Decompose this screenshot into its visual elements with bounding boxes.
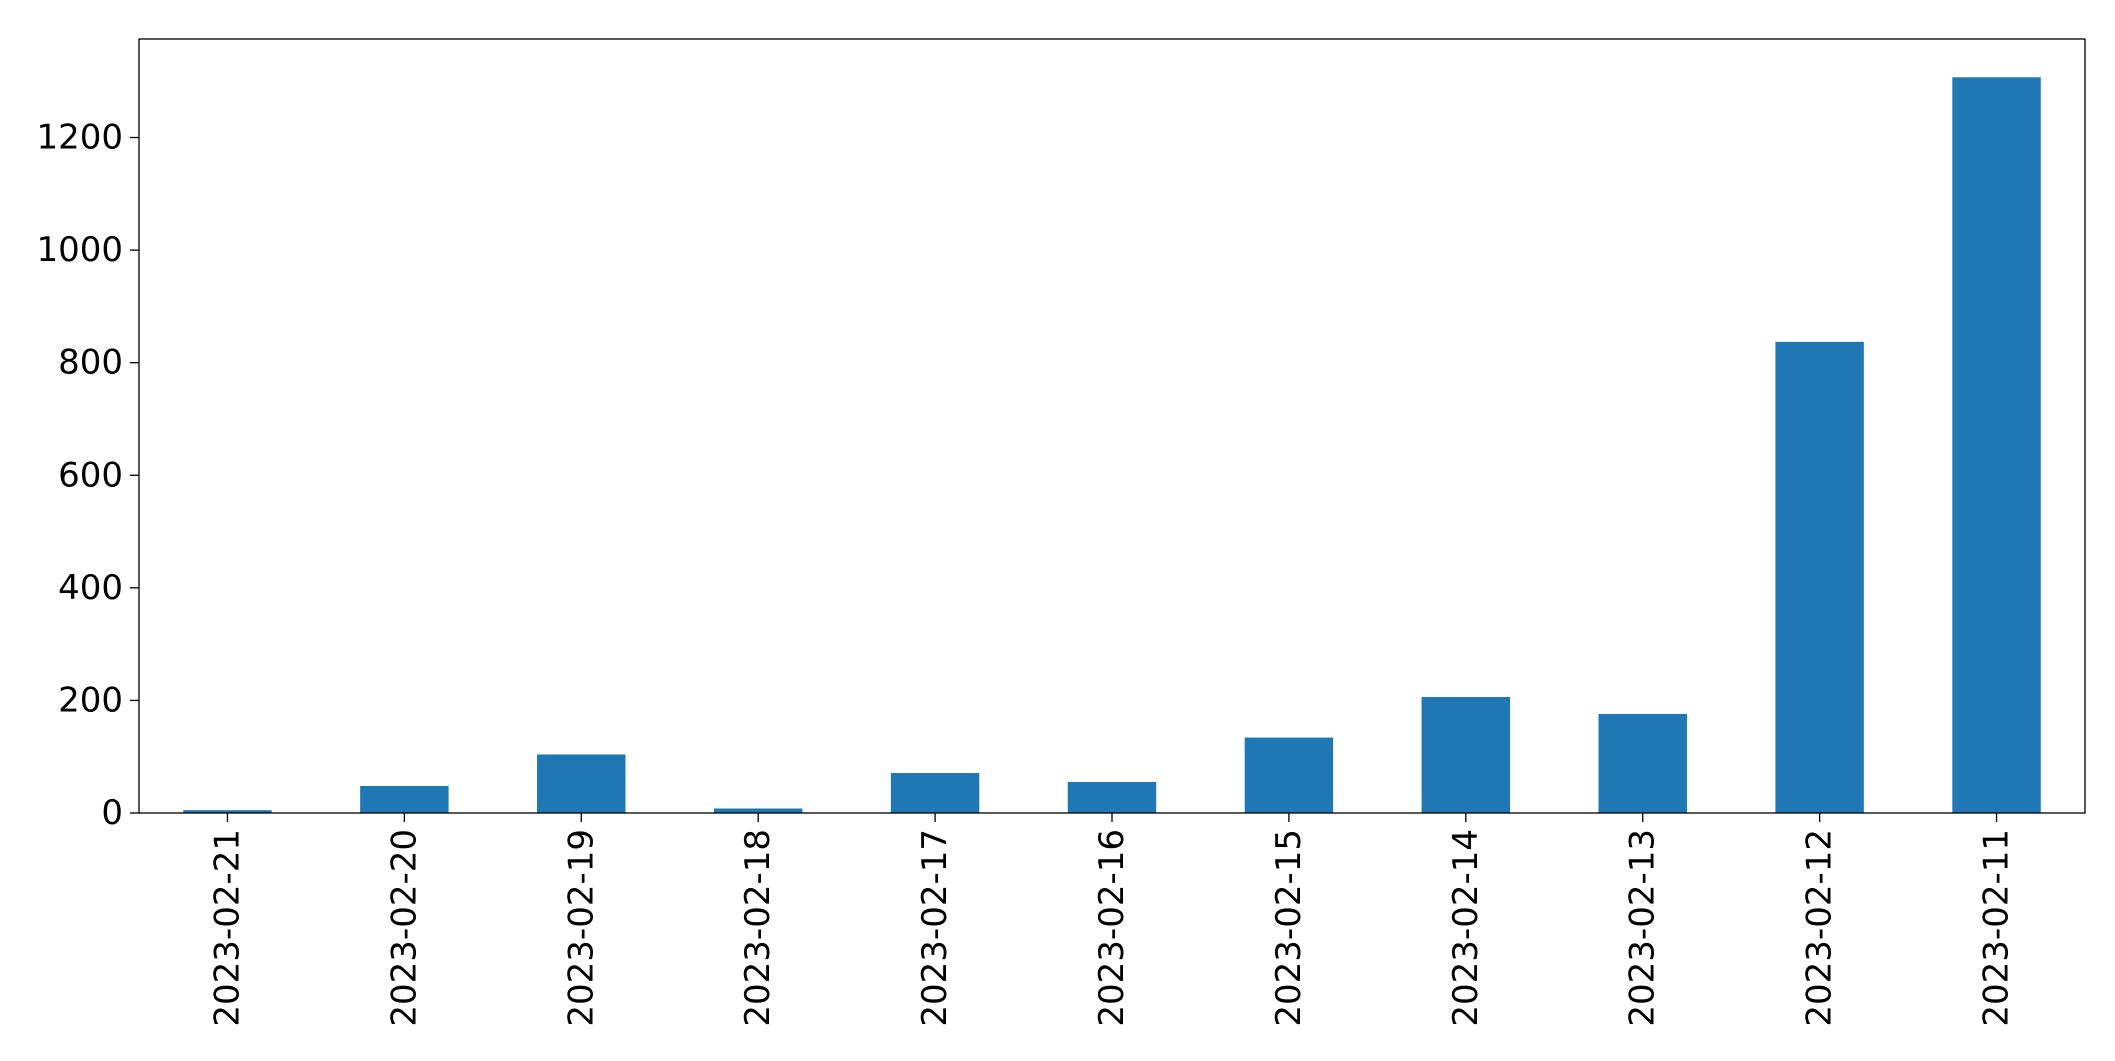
x-tick-label: 2023-02-19 bbox=[561, 829, 601, 1027]
bar-2023-02-14 bbox=[1421, 697, 1511, 813]
bar-2023-02-18 bbox=[713, 808, 803, 813]
x-tick-label: 2023-02-15 bbox=[1269, 829, 1309, 1027]
x-tick-label: 2023-02-20 bbox=[384, 829, 424, 1027]
y-tick-label: 1000 bbox=[36, 230, 123, 270]
y-tick-label: 800 bbox=[58, 343, 123, 383]
x-tick-label: 2023-02-16 bbox=[1092, 829, 1132, 1027]
x-tick-label: 2023-02-13 bbox=[1623, 829, 1663, 1027]
x-axis: 2023-02-21 2023-02-20 2023-02-19 2023-02-18… bbox=[207, 813, 2017, 1027]
bar-2023-02-16 bbox=[1067, 782, 1157, 813]
y-axis: 0 200 400 600 800 1000 1200 bbox=[36, 118, 139, 833]
bar-2023-02-20 bbox=[360, 785, 449, 813]
bar-2023-02-11 bbox=[1952, 77, 2041, 813]
x-tick-label: 2023-02-12 bbox=[1800, 829, 1840, 1027]
x-tick-label: 2023-02-18 bbox=[738, 829, 778, 1027]
x-tick-label: 2023-02-11 bbox=[1977, 829, 2017, 1027]
x-tick-label: 2023-02-14 bbox=[1446, 829, 1486, 1027]
bar-2023-02-12 bbox=[1775, 341, 1864, 813]
bar-2023-02-21 bbox=[183, 810, 272, 813]
bar-2023-02-17 bbox=[890, 773, 980, 813]
x-tick-label: 2023-02-21 bbox=[207, 829, 247, 1027]
x-tick-label: 2023-02-17 bbox=[915, 829, 955, 1027]
y-tick-label: 400 bbox=[58, 568, 123, 608]
bar-2023-02-19 bbox=[537, 754, 626, 813]
bars-layer bbox=[183, 77, 2041, 813]
bar-2023-02-15 bbox=[1244, 737, 1334, 813]
y-tick-label: 200 bbox=[58, 680, 123, 720]
y-tick-label: 1200 bbox=[36, 118, 123, 158]
bar-2023-02-13 bbox=[1598, 713, 1687, 813]
plot-frame bbox=[138, 38, 2086, 814]
y-tick-label: 0 bbox=[101, 793, 123, 833]
y-tick-label: 600 bbox=[58, 455, 123, 495]
